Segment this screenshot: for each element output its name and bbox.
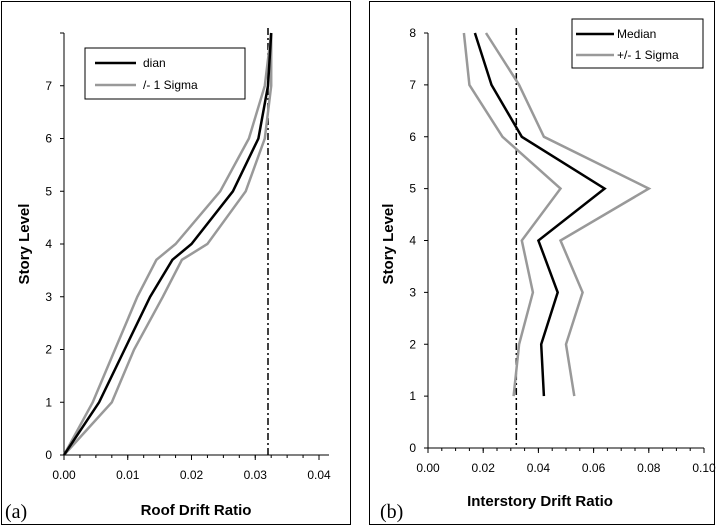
panel-b-chart: 0.00 0.02 0.04 0.06 0.08 0.10 0 1 2 3 4 5 6 7 8 Median… [380,18,716,523]
y-tick-label: 3 [409,285,416,299]
x-tick-label: 0.06 [582,461,606,475]
series-sigma-line [462,32,563,397]
y-tick-label: 0 [409,441,416,455]
y-tick-label: 7 [45,79,52,93]
x-tick-label: 0.04 [527,461,551,475]
x-tick-label: 0.00 [416,461,440,475]
panel-a-frame [1,1,351,525]
x-tick-label: 0.04 [307,468,331,482]
panel-b-legend: Median +/- 1 Sigma [571,18,704,69]
y-tick-label: 0 [45,448,52,462]
panel-a-label: (a) [5,501,27,523]
x-tick-label: 0.10 [692,461,716,475]
panel-a-legend-box [84,47,246,100]
y-tick-label: 2 [45,343,52,357]
panel-a-chart: 0.00 0.01 0.02 0.03 0.04 0 1 2 3 4 5 6 7 dian /- 1 S… [5,28,331,523]
x-tick-label: 0.03 [244,468,268,482]
panel-a-legend: dian /- 1 Sigma [84,47,246,100]
panel-b-x-axis-label: Interstory Drift Ratio [467,493,613,510]
panel-b-legend-box [571,18,704,69]
y-tick-label: 5 [45,184,52,198]
series-median-line [473,32,607,397]
panel-a-legend-label-median: dian [143,56,166,70]
series-sigma-line [62,32,273,456]
x-tick-label: 0.02 [472,461,496,475]
x-tick-label: 0.00 [52,468,76,482]
series-sigma-line [484,32,652,397]
panel-a-y-axis-label: Story Level [16,204,33,285]
y-tick-label: 6 [409,130,416,144]
series-median-line [62,32,273,456]
series-sigma-line [63,33,273,456]
y-tick-label: 1 [409,389,416,403]
panel-b-label: (b) [380,501,403,523]
x-tick-label: 0.08 [637,461,661,475]
panel-a-x-axis-label: Roof Drift Ratio [141,502,252,519]
y-tick-label: 5 [409,182,416,196]
y-tick-label: 8 [409,26,416,40]
panel-a-legend-label-sigma: /- 1 Sigma [143,78,198,92]
panel-b-frame [369,1,715,525]
x-tick-label: 0.01 [116,468,140,482]
panel-b-y-axis-label: Story Level [380,204,397,285]
panel-b-legend-label-median: Median [617,27,656,41]
y-tick-label: 6 [45,132,52,146]
x-tick-label: 0.02 [180,468,204,482]
y-tick-label: 3 [45,290,52,304]
y-tick-label: 4 [409,234,416,248]
y-tick-label: 1 [45,395,52,409]
y-tick-label: 4 [45,237,52,251]
y-tick-label: 2 [409,337,416,351]
panel-b-legend-label-sigma: +/- 1 Sigma [617,48,679,62]
y-tick-label: 7 [409,78,416,92]
